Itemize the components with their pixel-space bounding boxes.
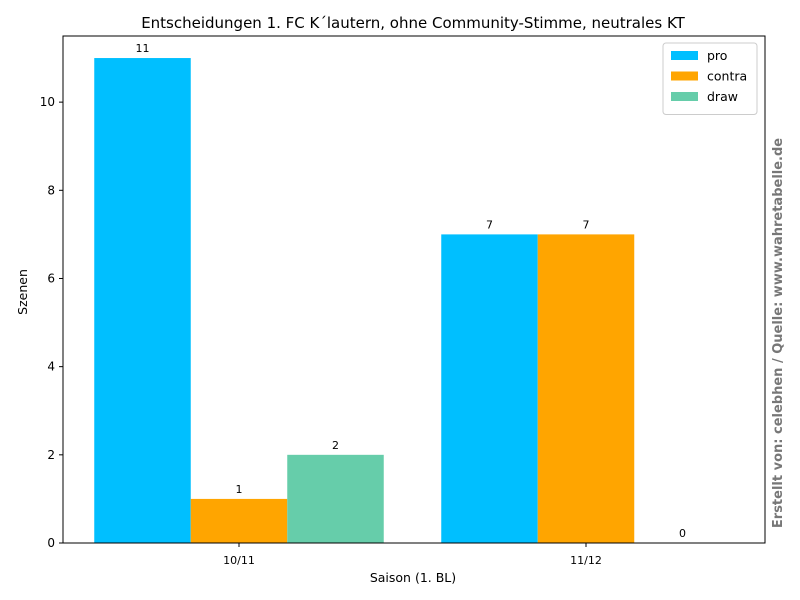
data-label-pro-11-12: 7 [486, 218, 493, 231]
y-tick-label: 0 [47, 536, 55, 550]
y-tick-label: 8 [47, 183, 55, 197]
data-label-draw-10-11: 2 [332, 439, 339, 452]
x-axis-label: Saison (1. BL) [370, 570, 456, 585]
x-tick-label: 10/11 [223, 554, 255, 567]
legend-swatch-draw [671, 92, 698, 101]
bar-contra-11-12 [537, 234, 635, 544]
chart-title: Entscheidungen 1. FC K´lautern, ohne Com… [141, 14, 685, 32]
data-label-pro-10-11: 11 [136, 42, 150, 55]
data-label-contra-10-11: 1 [236, 483, 243, 496]
legend-swatch-contra [671, 71, 698, 81]
bar-draw-10-11 [287, 454, 384, 543]
legend-label-pro: pro [707, 48, 727, 63]
y-tick-label: 10 [40, 95, 55, 109]
x-tick-label: 11/12 [570, 554, 602, 567]
data-label-draw-11-12: 0 [679, 527, 686, 540]
credit-text: Erstellt von: celebhen / Quelle: www.wah… [771, 138, 786, 528]
bar-contra-10-11 [190, 498, 288, 543]
bar-pro-11-12 [441, 234, 538, 544]
y-axis-label: Szenen [15, 269, 30, 315]
legend-label-draw: draw [707, 89, 738, 104]
y-tick-label: 6 [47, 271, 55, 285]
legend-swatch-pro [671, 51, 698, 60]
bar-pro-10-11 [94, 58, 191, 543]
data-label-contra-11-12: 7 [583, 218, 590, 231]
y-tick-label: 4 [47, 360, 55, 374]
plot-frame [62, 35, 766, 544]
legend-label-contra: contra [707, 69, 747, 84]
legend: pro contra draw [662, 42, 758, 115]
y-tick-label: 2 [47, 448, 55, 462]
